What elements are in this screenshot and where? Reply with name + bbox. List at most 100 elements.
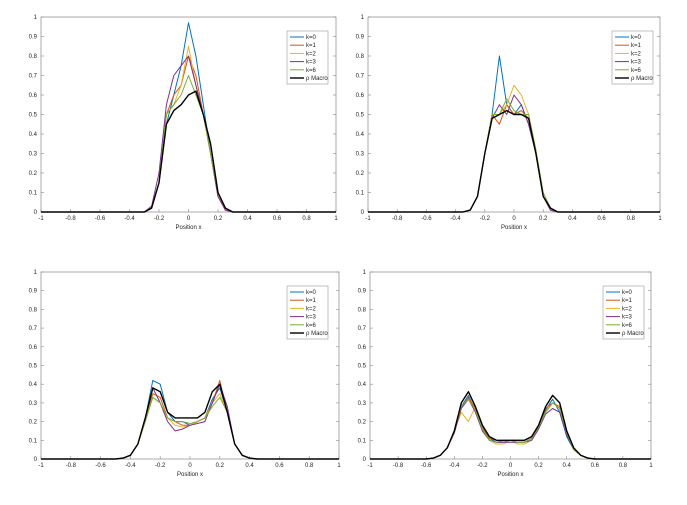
y-tick-label: 1	[34, 270, 38, 276]
subplot-1: -1 -0.8 -0.6 -0.4 -0.2 0 0.2 0.4 0.6 0.8 1 0 0.1 0.2 0…	[29, 15, 339, 231]
x-axis-label: Position x	[501, 225, 527, 231]
x-tick-label: -0.2	[480, 216, 491, 222]
y-tick-label: 0.3	[29, 401, 38, 407]
series-line-k6	[41, 396, 339, 460]
y-tick-label: 0.6	[356, 93, 365, 99]
x-tick-label: -0.6	[95, 216, 106, 222]
legend-label: k=2	[306, 306, 317, 312]
series-line-Macro	[368, 109, 660, 213]
y-tick-label: 0.8	[29, 307, 38, 313]
x-tick-label: -0.8	[393, 463, 404, 469]
series-line-k3	[368, 94, 660, 213]
x-axis-label: Position x	[175, 225, 201, 231]
series-line-Macro	[41, 383, 339, 460]
x-tick-label: 0.4	[245, 463, 254, 469]
legend-label: k=6	[306, 323, 317, 329]
series-line-Macro	[41, 90, 336, 213]
x-tick-label: -0.6	[421, 216, 432, 222]
y-tick-label: 0.1	[29, 438, 38, 444]
legend-label: k=6	[622, 323, 633, 329]
legend-label: k=2	[622, 306, 633, 312]
y-tick-label: 0.4	[29, 132, 38, 138]
x-tick-label: -0.8	[65, 216, 76, 222]
subplot-3: -1 -0.8 -0.6 -0.4 -0.2 0 0.2 0.4 0.6 0.8 1 0 0.1 0.2 0…	[29, 270, 342, 478]
x-tick-label: 0.8	[627, 216, 636, 222]
x-tick-label: -1	[365, 216, 371, 222]
series-line-k6	[370, 398, 651, 460]
legend: k=0 k=1 k=2 k=3 k=6 ρ Macro	[611, 30, 654, 85]
legend-label: k=2	[306, 51, 317, 57]
legend-box	[286, 285, 329, 340]
x-tick-label: 0	[188, 463, 192, 469]
x-tick-label: -0.2	[155, 463, 166, 469]
x-tick-label: -0.4	[125, 463, 136, 469]
y-tick-label: 0.8	[358, 307, 367, 313]
x-tick-label: -0.8	[392, 216, 403, 222]
legend-label: k=3	[306, 60, 317, 66]
x-tick-label: 0.2	[216, 463, 225, 469]
legend-label: k=3	[631, 60, 642, 66]
legend: k=0 k=1 k=2 k=3 k=6 ρ Macro	[286, 30, 328, 85]
x-tick-label: 0.4	[568, 216, 577, 222]
y-tick-label: 0.6	[29, 345, 38, 351]
x-tick-label: 0.6	[275, 463, 284, 469]
y-tick-label: 0.2	[29, 171, 38, 177]
x-tick-label: -0.4	[124, 216, 135, 222]
legend-label: k=6	[306, 68, 317, 74]
y-tick-label: 0.5	[358, 364, 367, 370]
series-line-Macro	[370, 391, 651, 460]
series-line-k0	[370, 394, 651, 460]
subplot-2: -1 -0.8 -0.6 -0.4 -0.2 0 0.2 0.4 0.6 0.8 1 0 0.1 0.2 0…	[356, 15, 663, 231]
x-tick-label: -1	[38, 463, 44, 469]
y-tick-label: 0.1	[358, 438, 367, 444]
y-tick-label: 0.5	[356, 113, 365, 119]
y-tick-label: 0.3	[356, 152, 365, 158]
x-tick-label: -0.6	[95, 463, 106, 469]
x-tick-label: -0.6	[421, 463, 432, 469]
y-tick-label: 0.4	[358, 382, 367, 388]
x-tick-label: 1	[334, 216, 338, 222]
y-tick-label: 0	[361, 210, 365, 216]
subplot-4: -1 -0.8 -0.6 -0.4 -0.2 0 0.2 0.4 0.6 0.8 1 0 0.1 0.2 0…	[358, 270, 654, 478]
x-tick-label: -0.2	[154, 216, 165, 222]
legend-label: k=3	[622, 315, 633, 321]
y-tick-label: 0.9	[356, 35, 365, 41]
legend-label: k=0	[306, 35, 317, 41]
x-tick-label: 0.2	[539, 216, 548, 222]
y-tick-label: 0.1	[356, 191, 365, 197]
legend-label: k=1	[622, 298, 633, 304]
x-tick-label: 0.2	[214, 216, 223, 222]
legend-label: k=1	[631, 43, 642, 49]
legend-label: ρ Macro	[622, 331, 644, 337]
y-tick-label: 0.6	[29, 93, 38, 99]
legend-label: ρ Macro	[306, 331, 328, 337]
y-tick-label: 0.8	[356, 54, 365, 60]
x-tick-label: 0.8	[305, 463, 314, 469]
y-tick-label: 0.7	[356, 74, 365, 80]
y-tick-label: 0.8	[29, 54, 38, 60]
legend-box	[611, 30, 654, 85]
y-tick-label: 0.2	[356, 171, 365, 177]
x-tick-label: 0	[187, 216, 191, 222]
legend-label: k=0	[622, 290, 633, 296]
series-line-k1	[370, 396, 651, 460]
y-tick-label: 1	[361, 15, 365, 21]
y-tick-label: 0.7	[29, 326, 38, 332]
y-tick-label: 0	[34, 210, 38, 216]
series-line-k3	[370, 398, 651, 460]
x-tick-label: 1	[658, 216, 662, 222]
series-line-k3	[41, 383, 339, 460]
x-tick-label: -0.2	[477, 463, 488, 469]
legend-label: k=1	[306, 298, 317, 304]
x-tick-label: -1	[367, 463, 373, 469]
y-tick-label: 0.5	[29, 113, 38, 119]
y-tick-label: 1	[34, 15, 38, 21]
legend: k=0 k=1 k=2 k=3 k=6 ρ Macro	[286, 285, 329, 340]
y-tick-label: 0.2	[29, 420, 38, 426]
x-tick-label: 0	[509, 463, 513, 469]
legend-label: ρ Macro	[631, 76, 653, 82]
x-tick-label: -0.4	[449, 463, 460, 469]
series-line-k3	[41, 55, 336, 213]
x-tick-label: 1	[649, 463, 653, 469]
